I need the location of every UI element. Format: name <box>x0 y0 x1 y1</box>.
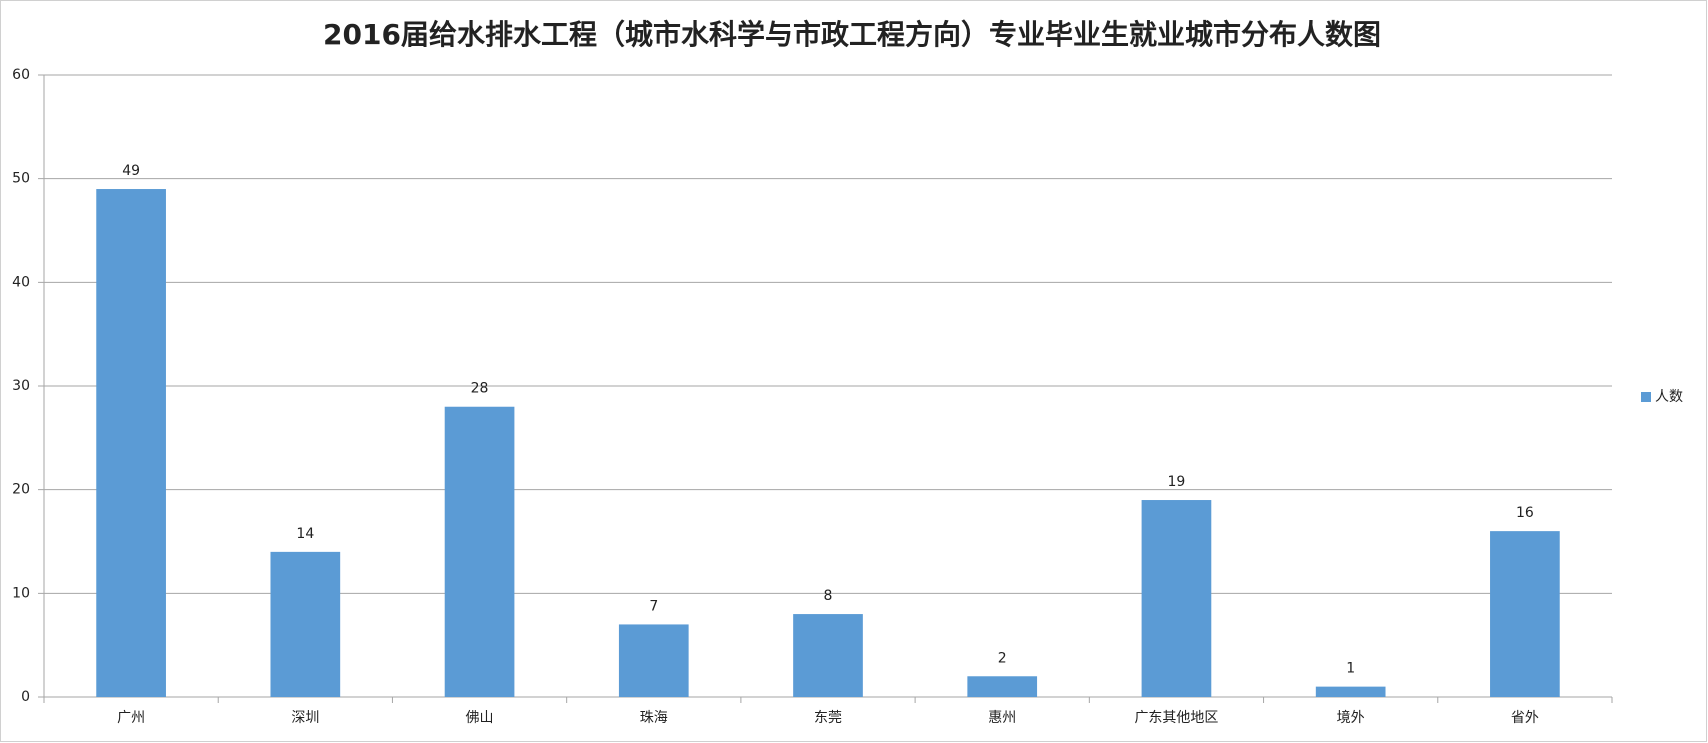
data-label: 49 <box>122 163 140 179</box>
bar <box>270 551 341 697</box>
chart-title: 2016届给水排水工程（城市水科学与市政工程方向）专业毕业生就业城市分布人数图 <box>323 18 1381 51</box>
x-tick-label: 广东其他地区 <box>1134 710 1218 726</box>
bar <box>793 614 863 697</box>
x-tick-label: 惠州 <box>988 710 1016 726</box>
x-tick-label: 深圳 <box>291 710 319 726</box>
y-tick-label: 60 <box>12 67 30 83</box>
data-label: 1 <box>1346 661 1355 677</box>
data-label: 7 <box>649 598 658 614</box>
data-label: 19 <box>1168 474 1186 490</box>
bar <box>444 406 515 697</box>
x-tick-label: 省外 <box>1511 710 1539 726</box>
data-label: 28 <box>471 381 489 397</box>
legend-swatch <box>1641 392 1651 402</box>
data-label: 16 <box>1516 505 1534 521</box>
y-tick-label: 20 <box>12 482 30 498</box>
bar <box>1141 500 1212 697</box>
x-tick-label: 佛山 <box>466 710 494 726</box>
bar <box>618 624 689 697</box>
x-tick-label: 境外 <box>1337 710 1365 726</box>
y-tick-label: 10 <box>12 585 30 601</box>
y-tick-label: 50 <box>12 171 30 187</box>
x-tick-label: 珠海 <box>640 710 668 726</box>
data-label: 8 <box>824 588 833 604</box>
y-tick-label: 30 <box>12 378 30 394</box>
data-label: 2 <box>998 650 1007 666</box>
data-label: 14 <box>296 526 314 542</box>
x-tick-label: 东莞 <box>814 710 842 726</box>
x-tick-label: 广州 <box>117 710 145 726</box>
bar <box>96 189 166 698</box>
bar <box>1490 531 1560 697</box>
legend-label: 人数 <box>1655 389 1683 405</box>
bar <box>967 676 1038 697</box>
bar <box>1315 686 1386 697</box>
y-tick-label: 40 <box>12 274 30 290</box>
y-tick-label: 0 <box>21 689 30 705</box>
